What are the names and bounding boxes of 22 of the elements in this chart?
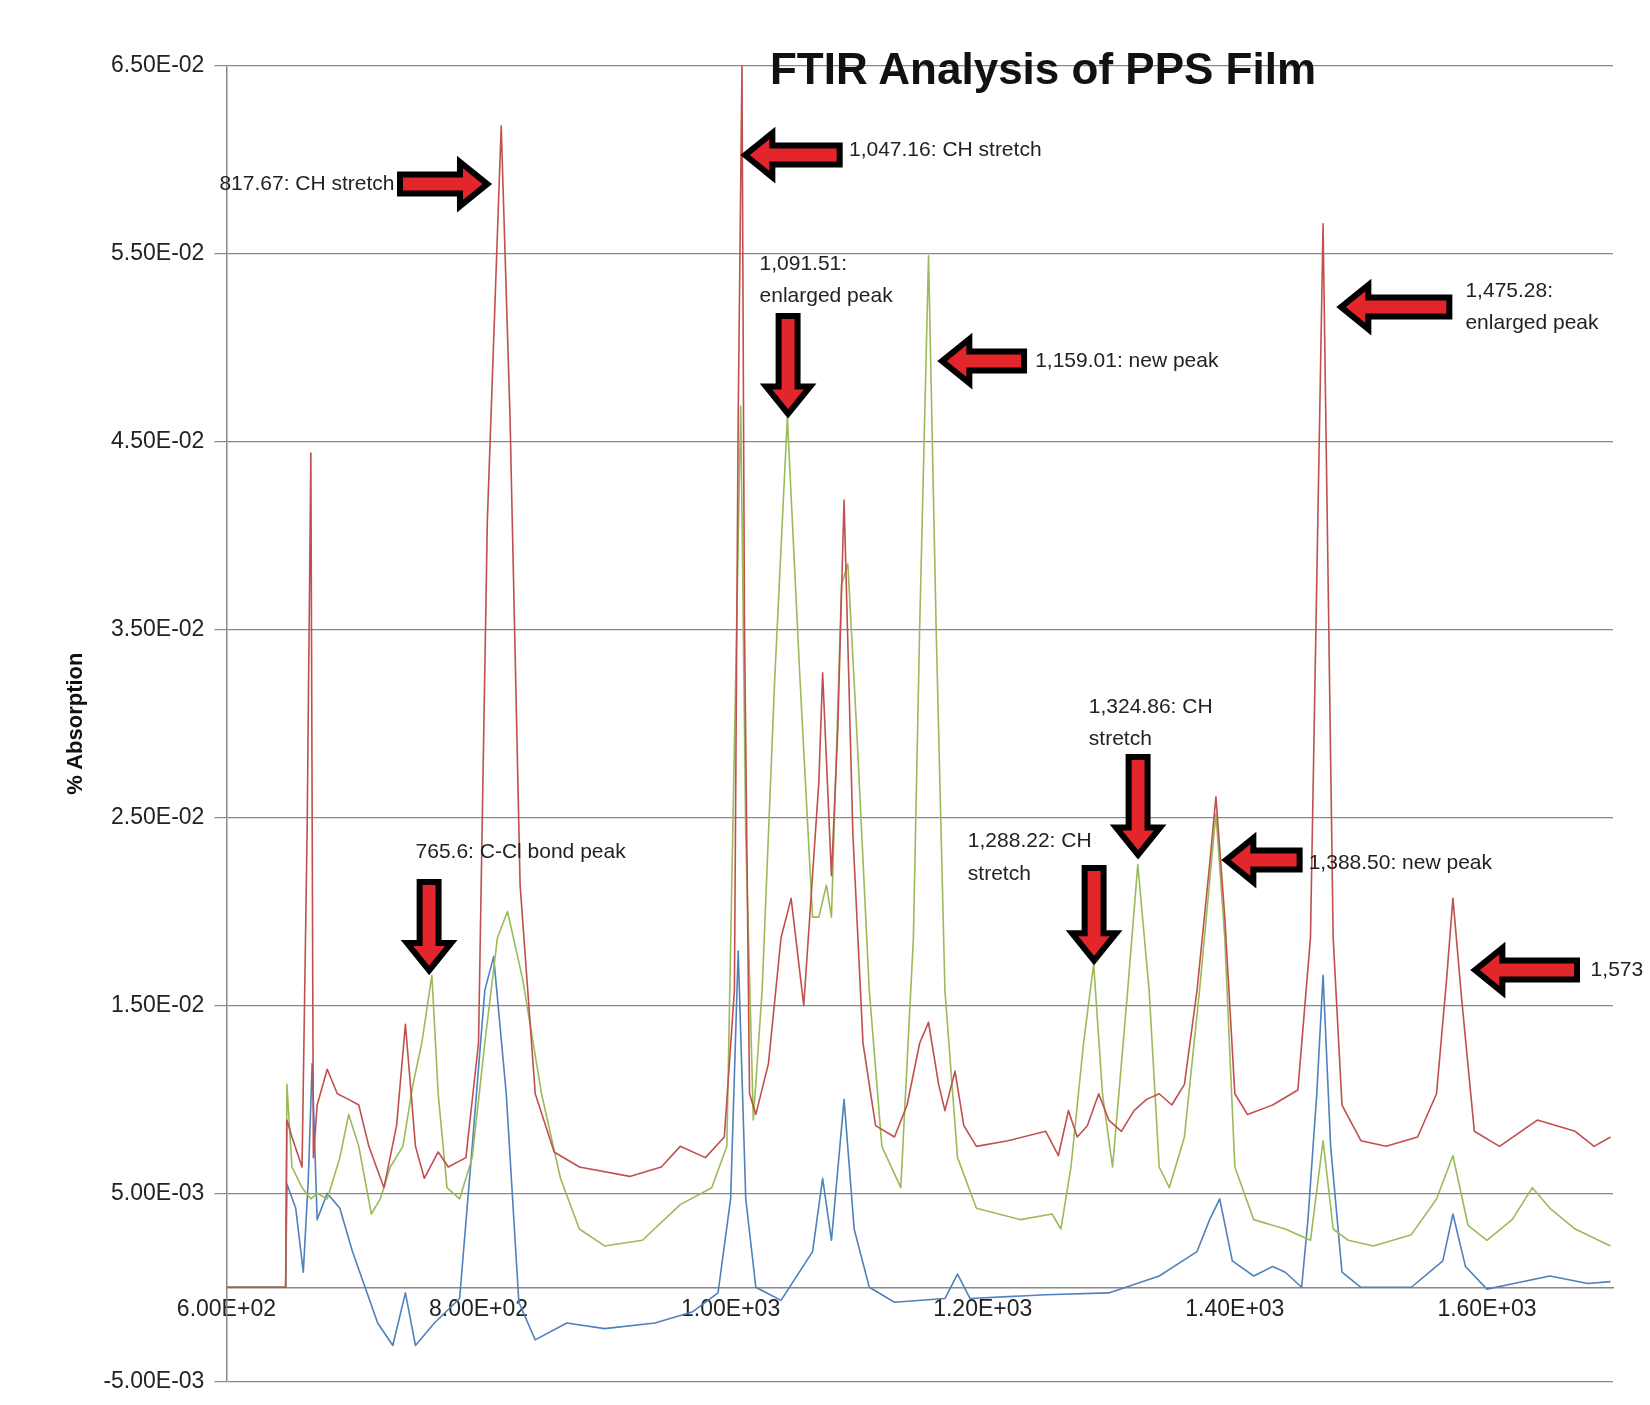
y-tick-label: 1.50E-02 bbox=[111, 990, 205, 1017]
annotation: 1,159.01: new peak bbox=[1035, 347, 1219, 371]
y-tick-label: 5.00E-03 bbox=[111, 1178, 205, 1205]
y-tick-label: 5.50E-02 bbox=[111, 239, 205, 266]
annotation: 1,091.51: enlarged peak bbox=[759, 250, 894, 307]
y-tick-label: -5.00E-03 bbox=[103, 1366, 205, 1393]
annotation: 1,573 bbox=[1590, 956, 1644, 980]
annotation: 1,324.86: CH stretch bbox=[1088, 693, 1213, 750]
chart-title: FTIR Analysis of PPS Film bbox=[769, 44, 1317, 94]
y-axis-title: % Absorption bbox=[62, 652, 88, 795]
x-tick-label: 1.40E+03 bbox=[1185, 1295, 1285, 1322]
annotation: 1,288.22: CH stretch bbox=[967, 828, 1092, 885]
x-tick-label: 6.00E+02 bbox=[176, 1295, 276, 1322]
x-tick-label: 1.20E+03 bbox=[933, 1295, 1033, 1322]
annotation: 1,047.16: CH stretch bbox=[848, 137, 1042, 161]
y-tick-label: 2.50E-02 bbox=[111, 802, 205, 829]
y-tick-label: 3.50E-02 bbox=[111, 615, 205, 641]
x-tick-label: 1.60E+03 bbox=[1437, 1295, 1537, 1322]
annotation: 1,475.28: enlarged peak bbox=[1465, 277, 1600, 334]
annotation: 817.67: CH stretch bbox=[219, 170, 395, 194]
y-tick-label: 6.50E-02 bbox=[111, 51, 205, 78]
y-tick-label: 4.50E-02 bbox=[111, 427, 205, 454]
